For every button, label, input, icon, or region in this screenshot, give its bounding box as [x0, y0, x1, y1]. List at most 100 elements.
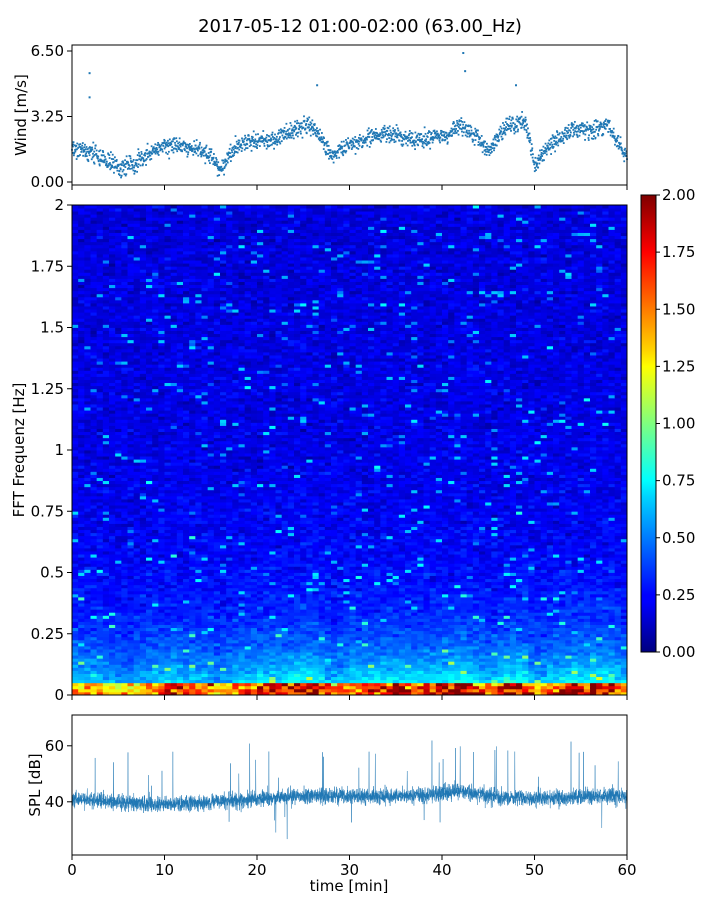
wind-point	[376, 137, 379, 140]
spectrogram-cell	[220, 615, 227, 619]
spectrogram-cell	[417, 590, 424, 595]
wind-point	[483, 140, 486, 143]
wind-point	[151, 148, 154, 151]
wind-point	[192, 147, 195, 150]
spectrogram-cell	[590, 676, 597, 681]
spectrogram-cell	[318, 627, 326, 632]
spectrogram-cell	[72, 652, 79, 656]
spectrogram-cell	[540, 649, 548, 653]
wind-point	[432, 130, 435, 132]
spectrogram-cell	[250, 670, 258, 674]
spectrogram-cell	[442, 646, 449, 650]
spectrogram-cell	[78, 597, 85, 601]
spectrogram-cell	[220, 646, 227, 650]
spectrogram-cell	[546, 603, 554, 607]
spectrogram-cell	[559, 664, 566, 668]
spectrogram-cell	[232, 642, 239, 647]
spectrogram-cell	[164, 658, 172, 662]
wind-point	[313, 124, 316, 127]
spectrogram-cell	[546, 646, 554, 650]
wind-point	[308, 116, 311, 119]
spectrogram-cell	[571, 630, 579, 635]
wind-point	[305, 123, 308, 125]
spectrogram-cell	[294, 627, 301, 632]
spectrogram-cell	[472, 658, 480, 662]
spectrogram-cell	[405, 667, 412, 671]
spectrogram-cell	[509, 600, 517, 604]
spectrogram-cell	[294, 649, 301, 653]
wind-point	[108, 163, 110, 165]
wind-point	[118, 170, 121, 173]
spectrogram-cell	[405, 621, 412, 625]
spectrogram-cell	[380, 606, 387, 610]
spectrogram-cell	[257, 618, 264, 622]
spectrogram-cell	[176, 615, 184, 619]
spectrogram-cell	[602, 688, 609, 693]
spectrogram-cell	[553, 633, 560, 638]
spectrogram-cell	[250, 661, 258, 665]
spectrogram-cell	[294, 615, 301, 619]
spectrogram-cell	[306, 667, 313, 671]
wind-point	[307, 118, 309, 121]
wind-point	[375, 134, 378, 137]
spectrogram-cell	[516, 670, 523, 674]
spectrogram-cell	[158, 621, 165, 625]
spectrogram-cell	[546, 597, 554, 601]
spectrogram-cell	[602, 661, 609, 665]
spectrogram-cell	[411, 621, 418, 625]
spectrogram-cell	[583, 670, 591, 674]
wind-point	[278, 138, 281, 140]
wind-point	[485, 150, 487, 153]
spectrogram-cell	[429, 655, 437, 659]
spectrogram-cell	[300, 646, 307, 650]
spectrogram-cell	[232, 615, 239, 619]
spectrogram-cell	[540, 661, 548, 665]
spectrogram-cell	[102, 642, 110, 647]
spectrogram-cell	[602, 655, 609, 659]
wind-point	[325, 141, 328, 143]
wind-point	[495, 144, 498, 147]
figure-title: 2017-05-12 01:00-02:00 (63.00_Hz)	[198, 16, 522, 37]
spectrogram-cell	[152, 603, 159, 607]
wind-point	[174, 141, 176, 144]
spectrogram-cell	[207, 609, 215, 613]
spectrogram-cell	[386, 615, 394, 619]
spectrogram-cell	[380, 639, 387, 644]
spectrogram-cell	[448, 670, 455, 674]
spectrogram-cell	[102, 615, 110, 619]
spectrogram-cell	[201, 649, 209, 653]
spectrogram-cell	[411, 646, 418, 650]
spectrogram-cell	[590, 633, 597, 638]
spectrogram-cell	[423, 658, 431, 662]
spectrogram-cell	[232, 658, 239, 662]
spectrogram-cell	[472, 649, 480, 653]
spectrogram-cell	[374, 593, 381, 598]
spectrogram-cell	[318, 639, 326, 644]
spectrogram-cell	[244, 661, 252, 665]
spectrogram-cell	[312, 655, 320, 659]
spectrogram-cell	[263, 603, 270, 607]
spectrogram-cell	[398, 593, 406, 598]
spectrogram-cell	[553, 670, 560, 674]
wind-point	[557, 144, 560, 147]
spectrogram-cell	[361, 688, 369, 693]
spectrogram-cell	[349, 661, 357, 665]
spectrogram-cell	[78, 593, 85, 598]
spectrogram-cell	[109, 633, 116, 638]
wind-point	[97, 157, 99, 160]
spectrogram-cell	[238, 676, 246, 681]
spectrogram-cell	[287, 615, 295, 619]
spectrogram-cell	[244, 642, 252, 647]
wind-point	[111, 164, 114, 167]
wind-point	[449, 134, 452, 137]
wind-point	[604, 120, 606, 122]
spectrogram-cell	[405, 670, 412, 674]
wind-point	[466, 135, 469, 138]
spectrogram-cell	[472, 685, 480, 690]
wind-point	[175, 144, 177, 147]
spectrogram-cell	[331, 649, 338, 653]
spectrogram-cell	[121, 670, 128, 674]
wind-point	[402, 137, 404, 140]
wind-point	[525, 131, 528, 134]
spectrogram-cell	[392, 652, 400, 656]
